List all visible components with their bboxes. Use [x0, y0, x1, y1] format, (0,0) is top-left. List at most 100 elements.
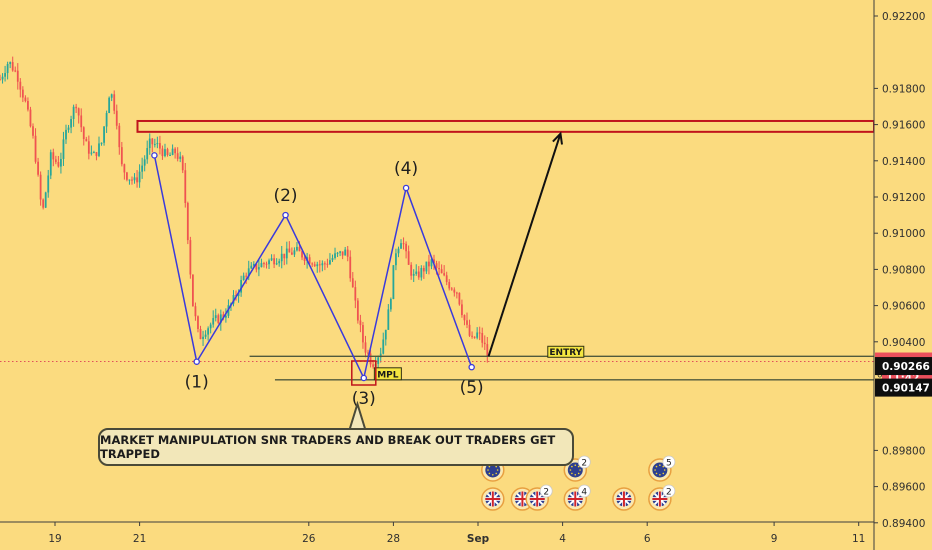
candle-body: [174, 148, 177, 154]
candle-body: [189, 240, 192, 275]
uk-flag-icon[interactable]: [612, 487, 636, 511]
uk-flag-icon[interactable]: 2: [525, 484, 553, 511]
uk-flag-icon[interactable]: 2: [648, 484, 676, 511]
candle-body: [260, 263, 263, 268]
candle-body: [440, 269, 443, 274]
candle-body: [296, 246, 298, 251]
wave-point: [193, 358, 200, 365]
candle-body: [72, 106, 75, 120]
event-count: 4: [581, 488, 587, 498]
wave-label-2: (2): [273, 186, 297, 206]
candle-body: [120, 147, 123, 165]
wave-point: [360, 374, 368, 382]
candle-body: [204, 334, 207, 337]
trap-highlight-box: [351, 360, 377, 386]
candle-body: [344, 249, 347, 256]
candle-body: [156, 143, 159, 145]
candle-body: [268, 260, 270, 265]
candle-body: [103, 126, 105, 143]
candle-body: [298, 246, 301, 252]
wave-label-3: (3): [352, 389, 376, 409]
x-tick-label: 9: [771, 533, 778, 545]
candle-body: [445, 275, 448, 283]
candle-body: [468, 324, 471, 336]
candle-body: [387, 309, 390, 330]
candle-body: [44, 192, 47, 208]
candle-body: [123, 164, 126, 173]
x-tick-label: 4: [559, 533, 566, 545]
candle-body: [412, 273, 415, 276]
x-tick-label: 26: [302, 533, 316, 545]
x-tick-label: 21: [133, 533, 146, 545]
event-count-badge: [662, 455, 676, 469]
candle-body: [463, 315, 466, 321]
entry-label: ENTRY: [549, 348, 582, 358]
candle-body: [486, 344, 489, 357]
candle-body: [100, 142, 103, 144]
candle-body: [184, 170, 187, 203]
eu-flag-icon[interactable]: 2: [563, 455, 591, 482]
candle-body: [270, 258, 273, 261]
wave-point: [402, 184, 410, 192]
candle-body: [382, 339, 385, 354]
candle-body: [166, 149, 169, 155]
candle-body: [16, 70, 19, 82]
candle-body: [52, 152, 55, 160]
candle-body: [250, 265, 253, 269]
eu-flag-icon[interactable]: 5: [648, 455, 676, 482]
y-tick-label: 0.90400: [882, 337, 925, 349]
candle-body: [351, 278, 354, 288]
wave-label-4: (4): [394, 159, 418, 179]
candle-body: [407, 251, 410, 265]
candle-body: [148, 138, 151, 149]
y-tick-label: 0.89600: [882, 482, 925, 494]
candle-body: [240, 280, 243, 293]
candle-body: [334, 253, 336, 258]
candle-body: [461, 304, 463, 316]
candle-body: [115, 110, 118, 126]
candle-body: [278, 261, 281, 264]
candle-body: [27, 101, 29, 110]
y-tick-label: 0.92200: [882, 11, 925, 23]
candle-body: [65, 129, 67, 140]
uk-flag-icon[interactable]: 4: [563, 484, 591, 511]
candle-body: [356, 300, 359, 321]
candle-body: [113, 94, 116, 111]
candle-body: [313, 264, 316, 267]
candle-body: [37, 161, 39, 175]
event-count: 2: [543, 488, 549, 498]
candle-body: [458, 292, 461, 305]
candle-body: [318, 264, 321, 266]
y-tick-label: 0.91600: [882, 120, 925, 132]
candle-body: [85, 139, 88, 142]
candle-body: [478, 332, 481, 334]
candle-body: [321, 263, 324, 266]
y-tick-label: 0.91800: [882, 83, 925, 95]
candle-body: [93, 152, 95, 154]
candle-body: [359, 320, 362, 326]
candle-body: [34, 135, 37, 162]
candle-body: [47, 175, 50, 193]
candle-body: [405, 243, 407, 252]
x-tick-label: Sep: [467, 533, 490, 545]
candle-body: [212, 318, 215, 325]
candle-body: [301, 251, 303, 258]
candle-body: [242, 275, 245, 281]
candle-body: [362, 325, 364, 343]
candle-body: [389, 299, 392, 310]
candle-body: [32, 126, 34, 136]
time-axis: 19 21 26 28 Sep 4 6 9 11: [48, 522, 865, 545]
candle-body: [283, 253, 286, 259]
candle-body: [21, 89, 24, 98]
uk-flag-icon[interactable]: [481, 487, 505, 511]
candle-body: [379, 353, 382, 358]
candle-body: [105, 113, 108, 127]
candle-body: [194, 306, 197, 317]
candle-body: [285, 248, 288, 259]
candle-body: [57, 162, 60, 167]
event-count: 2: [666, 488, 672, 498]
candle-body: [417, 271, 420, 278]
candle-body: [481, 332, 484, 343]
